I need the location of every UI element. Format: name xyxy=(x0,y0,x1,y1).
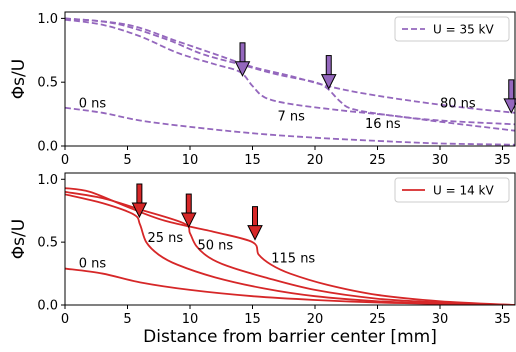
y-tick-label: 0.0 xyxy=(37,299,58,314)
series-annotation: 0 ns xyxy=(79,97,107,112)
x-tick-label: 15 xyxy=(244,312,261,327)
plot-frame xyxy=(64,172,516,306)
series-line xyxy=(65,17,515,114)
x-tick-label: 0 xyxy=(61,312,69,327)
series-line xyxy=(65,193,515,305)
y-axis-label: Φs/U xyxy=(9,59,29,99)
x-tick-label: 30 xyxy=(432,153,449,168)
legend-label: U = 14 kV xyxy=(433,184,495,198)
legend-label: U = 35 kV xyxy=(433,23,495,37)
arrow-marker xyxy=(180,193,197,229)
series-line xyxy=(65,106,515,146)
legend-box xyxy=(394,177,510,203)
x-tick-label: 5 xyxy=(123,153,131,168)
series-line xyxy=(65,187,515,305)
series-line xyxy=(65,17,515,126)
y-tick-label: 0.5 xyxy=(37,76,58,91)
y-axis-label: Φs/U xyxy=(9,219,29,259)
x-tick-label: 35 xyxy=(494,312,511,327)
x-tick-label: 5 xyxy=(123,312,131,327)
x-tick-label: 20 xyxy=(307,312,324,327)
series-annotation: 0 ns xyxy=(79,256,107,271)
arrow-marker xyxy=(234,42,251,77)
series-annotation: 7 ns xyxy=(278,109,306,124)
x-axis-label: Distance from barrier center [mm] xyxy=(143,327,437,347)
legend-box xyxy=(394,16,510,42)
x-tick-label: 25 xyxy=(369,312,386,327)
x-tick-label: 10 xyxy=(182,312,199,327)
y-tick-label: 1.0 xyxy=(37,12,58,27)
series-annotation: 25 ns xyxy=(148,231,184,246)
x-tick-label: 15 xyxy=(244,153,261,168)
plot-frame xyxy=(64,11,516,147)
arrow-marker xyxy=(503,79,516,114)
y-tick-label: 0.5 xyxy=(37,236,58,251)
x-tick-label: 0 xyxy=(61,153,69,168)
y-tick-label: 1.0 xyxy=(37,173,58,188)
x-tick-label: 20 xyxy=(307,153,324,168)
arrow-marker xyxy=(247,206,263,241)
series-annotation: 50 ns xyxy=(198,239,234,254)
y-tick-label: 0.0 xyxy=(37,140,58,155)
series-annotation: 80 ns xyxy=(440,97,476,112)
x-tick-label: 25 xyxy=(369,153,386,168)
x-tick-label: 30 xyxy=(432,312,449,327)
x-tick-label: 10 xyxy=(182,153,199,168)
arrow-marker xyxy=(131,183,148,219)
x-tick-label: 35 xyxy=(494,153,511,168)
series-annotation: 115 ns xyxy=(271,251,315,266)
series-annotation: 16 ns xyxy=(365,117,401,132)
arrow-marker xyxy=(320,55,337,90)
